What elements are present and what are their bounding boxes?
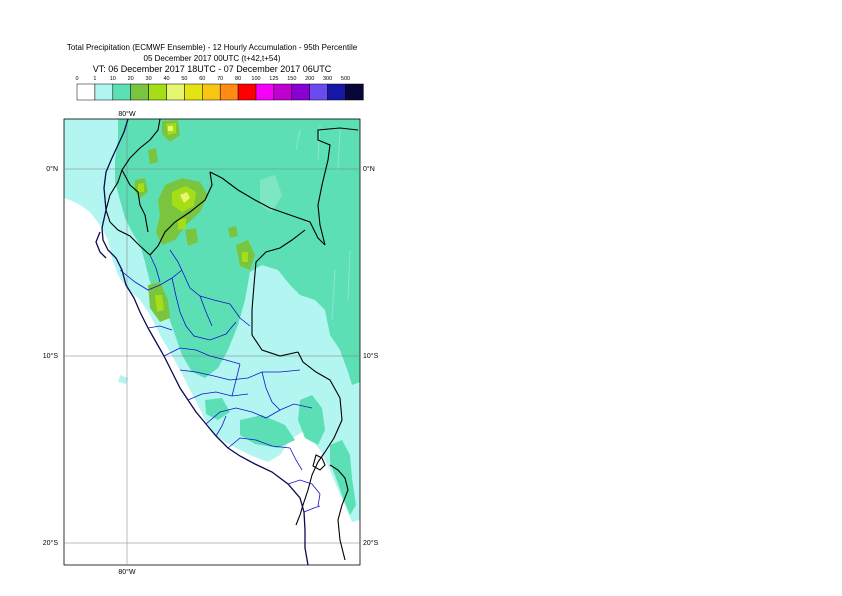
region-borders <box>119 249 321 513</box>
lat-label-left-10s: 10°S <box>43 352 59 360</box>
legend-threshold-label: 300 <box>323 76 332 82</box>
legend-threshold-label: 50 <box>181 76 187 82</box>
legend-color-box <box>345 83 364 101</box>
chart-title: Total Precipitation (ECMWF Ensemble) - 1… <box>66 43 358 52</box>
legend-threshold-label: 1 <box>93 76 96 82</box>
legend-threshold-label: 80 <box>235 76 241 82</box>
precip-yellow-spots <box>168 126 190 203</box>
color-legend: 0 1 10 20 30 40 50 60 70 80 100 125 150 200 300 500 <box>75 76 364 101</box>
legend-boxes <box>76 83 364 101</box>
legend-threshold-label: 30 <box>146 76 152 82</box>
lat-label-left-0: 0°N <box>46 165 58 173</box>
legend-threshold-label: 60 <box>199 76 205 82</box>
map-frame <box>63 118 361 566</box>
coastline <box>95 119 309 565</box>
legend-threshold-label: 40 <box>163 76 169 82</box>
legend-threshold-label: 150 <box>287 76 296 82</box>
lat-label-left-20s: 20°S <box>43 539 59 547</box>
legend-threshold-label: 70 <box>217 76 223 82</box>
valid-time: VT: 06 December 2017 18UTC - 07 December… <box>92 64 332 74</box>
graticule <box>64 119 360 565</box>
legend-threshold-label: 100 <box>251 76 260 82</box>
country-borders <box>105 119 359 561</box>
lat-label-right-20s: 20°S <box>363 539 379 547</box>
base-time: 05 December 2017 00UTC (t+42,t+54) <box>143 54 281 63</box>
legend-threshold-label: 200 <box>305 76 314 82</box>
lon-label-top: 80°W <box>118 110 136 118</box>
legend-threshold-label: 500 <box>341 76 350 82</box>
chart-header: Total Precipitation (ECMWF Ensemble) - 1… <box>0 42 424 75</box>
lat-label-right-10s: 10°S <box>363 352 379 360</box>
legend-threshold-label: 20 <box>128 76 134 82</box>
lat-label-right-0: 0°N <box>363 165 375 173</box>
legend-threshold-label: 0 <box>75 76 78 82</box>
map-field <box>64 119 360 565</box>
legend-labels: 0 1 10 20 30 40 50 60 70 80 100 125 150 200 300 500 <box>75 76 350 82</box>
lon-label-bottom: 80°W <box>118 568 136 576</box>
legend-threshold-label: 125 <box>269 76 278 82</box>
legend-threshold-label: 10 <box>110 76 116 82</box>
